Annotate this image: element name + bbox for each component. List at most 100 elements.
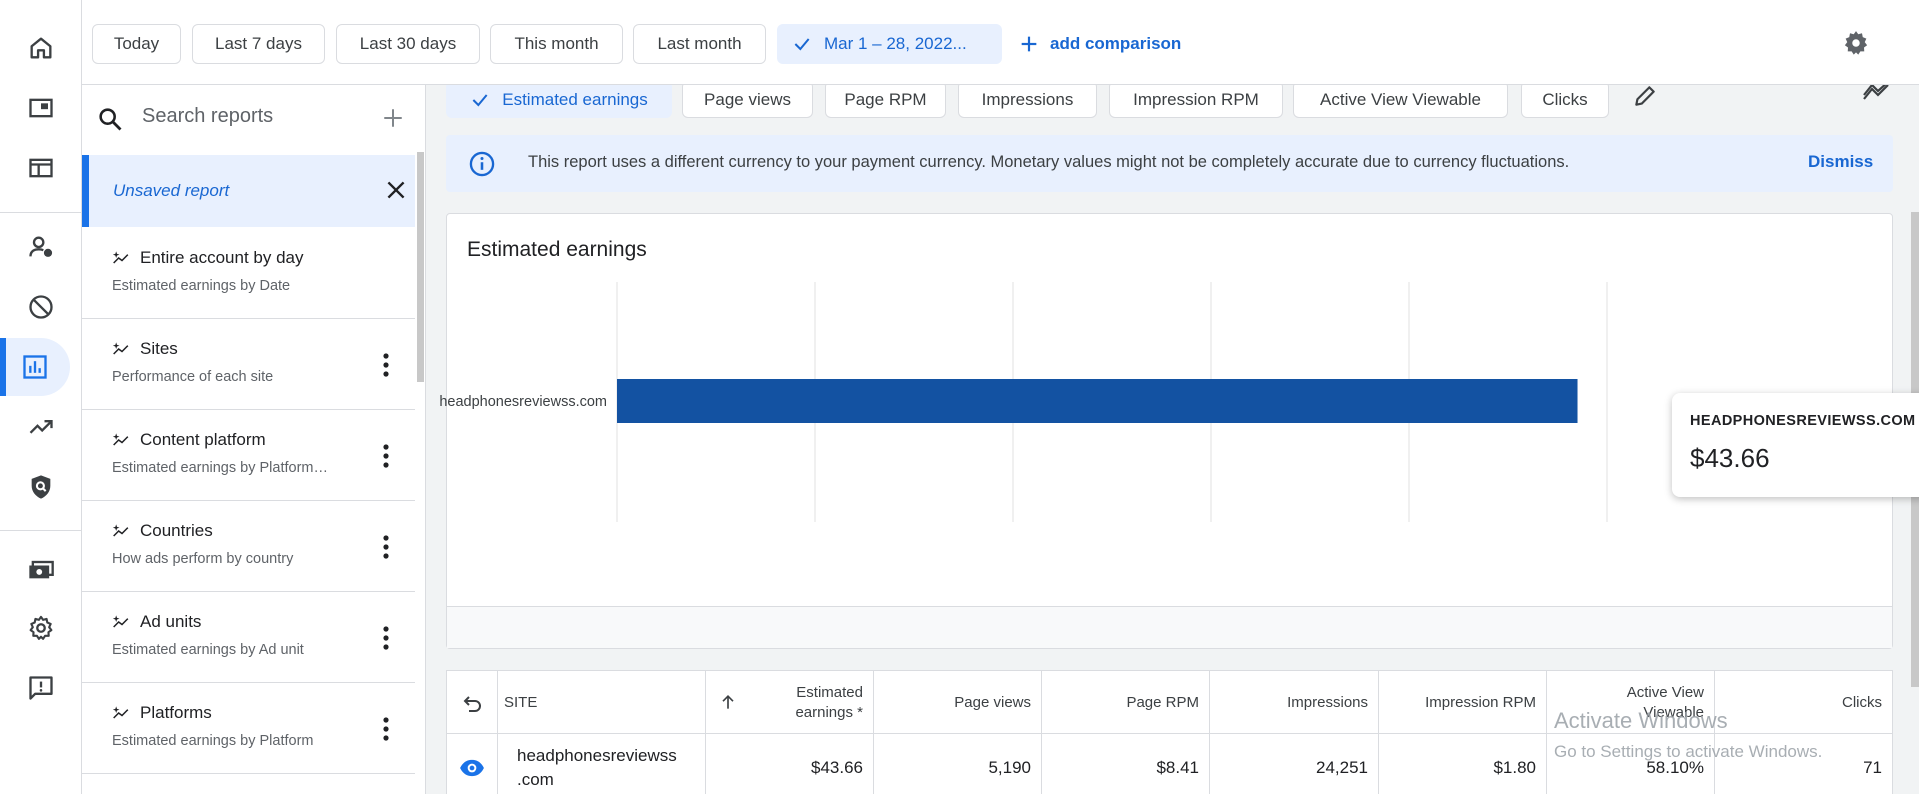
add-comparison-button[interactable]: add comparison (1018, 24, 1181, 64)
table-cell-active-view: 58.10% (1547, 734, 1715, 794)
undo-icon[interactable] (447, 671, 498, 734)
report-item-ad-units[interactable]: Ad units Estimated earnings by Ad unit (82, 592, 415, 683)
table-cell-impression-rpm: $1.80 (1379, 734, 1547, 794)
dismiss-button[interactable]: Dismiss (1808, 152, 1874, 171)
report-subtitle: Performance of each site (112, 369, 274, 385)
metric-chip-impression-rpm[interactable]: Impression RPM (1109, 85, 1283, 118)
more-vert-icon[interactable] (382, 443, 390, 469)
report-item-countries[interactable]: Countries How ads perform by country (82, 501, 415, 592)
table-header-row (447, 671, 1892, 734)
metric-chip-clicks[interactable]: Clicks (1521, 85, 1609, 118)
more-vert-icon[interactable] (382, 352, 390, 378)
visibility-icon[interactable] (447, 734, 498, 794)
reports-icon[interactable] (0, 338, 70, 396)
home-icon[interactable] (0, 19, 82, 77)
report-item-entire-account[interactable]: Entire account by day Estimated earnings… (82, 228, 415, 319)
add-report-icon[interactable] (378, 103, 408, 133)
sparkle-trend-icon (112, 524, 129, 537)
report-item-sites[interactable]: Sites Performance of each site (82, 319, 415, 410)
date-range-label: Mar 1 – 28, 2022... (824, 34, 967, 53)
col-header-impression-rpm[interactable]: Impression RPM (1379, 671, 1547, 734)
col-header-site[interactable]: SITE (498, 671, 706, 734)
report-subtitle: Estimated earnings by Platform (112, 733, 314, 749)
col-header-page-rpm[interactable]: Page RPM (1042, 671, 1210, 734)
close-icon[interactable] (383, 177, 409, 203)
add-comparison-label: add comparison (1050, 34, 1182, 53)
date-range-selector[interactable]: Mar 1 – 28, 2022... (777, 24, 1002, 64)
earnings-chart-card: Estimated earnings $0.00$9.00$18.00$27.0… (439, 213, 1893, 649)
report-title: Content platform (140, 430, 266, 449)
info-icon (469, 151, 495, 177)
settings-icon[interactable] (0, 599, 82, 657)
layout-icon[interactable] (0, 139, 82, 197)
chip-this-month[interactable]: This month (490, 24, 623, 64)
user-settings-icon[interactable] (0, 218, 82, 276)
metric-chip-estimated-earnings[interactable]: Estimated earnings (446, 85, 672, 118)
activation-watermark-title: Activate Windows (1554, 708, 1728, 733)
metric-chip-page-rpm[interactable]: Page RPM (825, 85, 946, 118)
check-icon (472, 93, 488, 106)
chart-tooltip: HEADPHONESREVIEWSS.COM $43.66 (1672, 393, 1919, 497)
block-icon[interactable] (0, 278, 82, 336)
feedback-icon[interactable] (0, 659, 82, 717)
unsaved-report-label: Unsaved report (113, 181, 230, 200)
bar[interactable] (617, 379, 1578, 423)
more-vert-icon[interactable] (382, 625, 390, 651)
col-header-impressions[interactable]: Impressions (1210, 671, 1379, 734)
nav-rail (0, 0, 82, 794)
table-cell-page-views: 5,190 (874, 734, 1042, 794)
table-cell-impressions: 24,251 (1210, 734, 1379, 794)
date-filter-bar: Today Last 7 days Last 30 days This mont… (82, 0, 1919, 85)
currency-banner: This report uses a different currency to… (446, 135, 1893, 192)
report-main: Estimated earnings Page views Page RPM I… (426, 85, 1919, 794)
report-subtitle: Estimated earnings by Date (112, 278, 291, 294)
sparkle-trend-icon (112, 433, 129, 446)
report-item-content-platform[interactable]: Content platform Estimated earnings by P… (82, 410, 415, 501)
table-cell-page-rpm: $8.41 (1042, 734, 1210, 794)
metric-chip-impressions[interactable]: Impressions (958, 85, 1097, 118)
site-name-line1: headphonesreviewss (517, 745, 677, 765)
table-cell-clicks: 71 (1863, 757, 1882, 777)
report-title: Countries (140, 521, 213, 540)
chip-last-7-days[interactable]: Last 7 days (192, 24, 325, 64)
ads-icon[interactable] (0, 79, 82, 137)
more-vert-icon[interactable] (382, 534, 390, 560)
tooltip-value: $43.66 (1690, 443, 1770, 473)
payments-icon[interactable] (0, 540, 82, 598)
privacy-shield-icon[interactable] (0, 458, 82, 516)
site-name-line2: .com (517, 769, 554, 789)
x-axis (447, 606, 1892, 648)
chart-type-icon[interactable] (1862, 85, 1892, 105)
report-title: Entire account by day (140, 248, 304, 267)
metric-chip-active-view[interactable]: Active View Viewable (1293, 85, 1508, 118)
chip-last-month[interactable]: Last month (633, 24, 766, 64)
edit-icon[interactable] (1632, 85, 1658, 109)
table-cell-site[interactable]: headphonesreviewss .com (498, 734, 706, 794)
metric-chip-page-views[interactable]: Page views (682, 85, 813, 118)
search-icon (99, 108, 122, 131)
report-subtitle: Estimated earnings by Ad unit (112, 642, 304, 658)
search-reports[interactable]: Search reports (82, 85, 425, 150)
sort-ascending-icon (722, 694, 734, 709)
col-header-page-views[interactable]: Page views (874, 671, 1042, 734)
site-name: headphonesreviewss .com (517, 744, 677, 792)
search-input[interactable]: Search reports (142, 105, 274, 127)
check-icon (794, 38, 810, 51)
chip-last-30-days[interactable]: Last 30 days (336, 24, 480, 64)
trending-icon[interactable] (0, 398, 82, 456)
report-table: SITE Estimated earnings * Page views Pag… (446, 670, 1893, 794)
report-title: Platforms (140, 703, 212, 722)
unsaved-report-item[interactable]: Unsaved report (82, 155, 415, 227)
col-header-clicks[interactable]: Clicks (1842, 693, 1882, 711)
report-item-platforms[interactable]: Platforms Estimated earnings by Platform (82, 683, 415, 774)
sparkle-trend-icon (112, 342, 129, 355)
banner-message: This report uses a different currency to… (528, 153, 1570, 171)
report-title: Sites (140, 339, 178, 358)
panel-scrollbar[interactable] (417, 152, 424, 382)
col-header-active-view[interactable]: Active View Viewable (1547, 671, 1715, 734)
chip-today[interactable]: Today (92, 24, 181, 64)
settings-gear-icon[interactable] (1841, 28, 1871, 58)
col-header-earnings[interactable]: Estimated earnings * (706, 671, 874, 734)
more-vert-icon[interactable] (382, 716, 390, 742)
col-header-earnings-label: Estimated earnings * (795, 683, 863, 721)
